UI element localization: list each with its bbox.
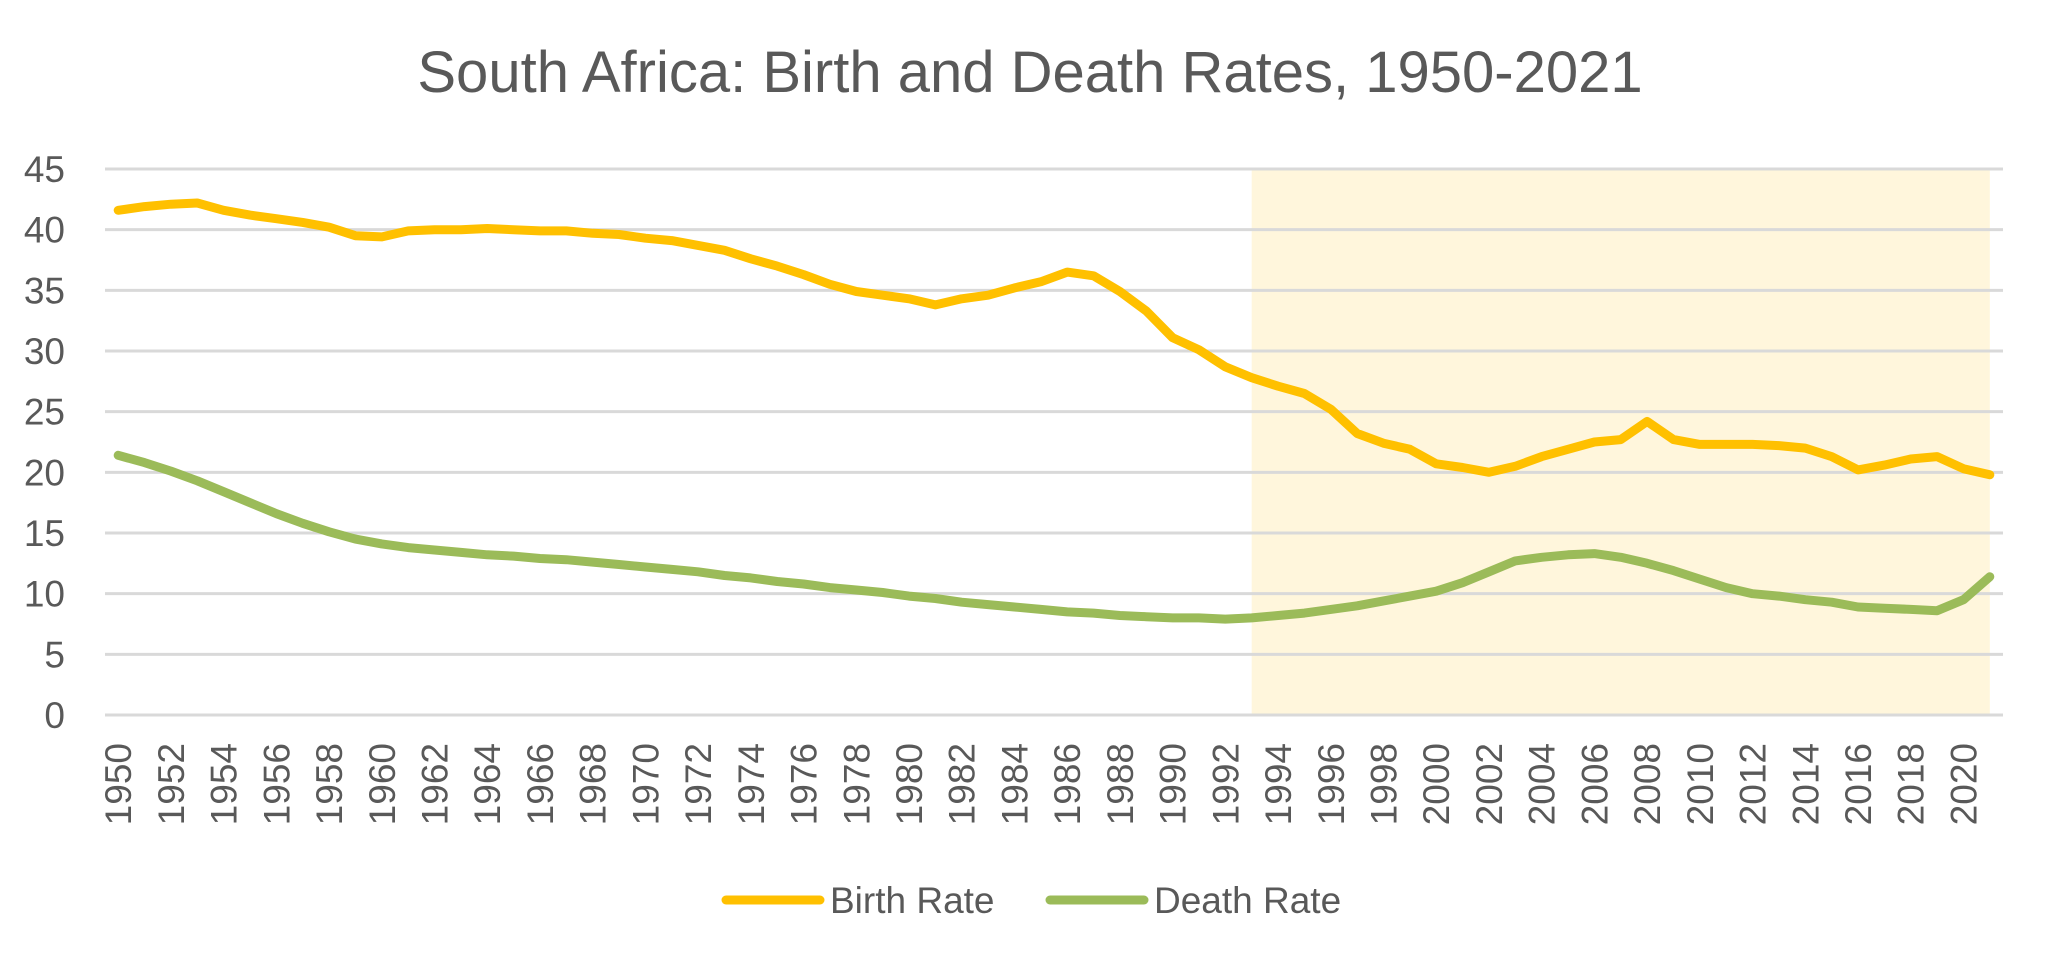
x-tick-label: 1970: [625, 743, 666, 825]
y-tick-label: 15: [24, 513, 65, 554]
x-tick-label: 1976: [784, 743, 825, 825]
x-tick-label: 1956: [256, 743, 297, 825]
x-tick-label: 1954: [204, 743, 245, 825]
x-axis: 1950 1952 1954 1956 1958 1960 1962 1964 1966 1968…: [98, 743, 1984, 825]
x-tick-label: 2018: [1891, 743, 1932, 825]
x-tick-label: 2008: [1627, 743, 1668, 825]
y-tick-label: 30: [24, 331, 65, 372]
legend: Birth Rate Death Rate: [721, 880, 1341, 921]
x-tick-label: 1950: [98, 743, 139, 825]
x-tick-label: 1960: [362, 743, 403, 825]
x-tick-label: 2006: [1574, 743, 1615, 825]
x-tick-label: 2012: [1733, 743, 1774, 825]
x-tick-label: 1972: [678, 743, 719, 825]
x-tick-label: 2010: [1680, 743, 1721, 825]
y-tick-label: 20: [24, 452, 65, 493]
y-tick-label: 45: [24, 149, 65, 190]
x-tick-label: 2000: [1416, 743, 1457, 825]
y-tick-label: 40: [24, 210, 65, 251]
y-tick-label: 5: [44, 634, 65, 675]
x-tick-label: 1966: [520, 743, 561, 825]
series-lines: [113, 198, 1995, 624]
x-tick-label: 1952: [151, 743, 192, 825]
x-tick-label: 1974: [731, 743, 772, 825]
x-tick-label: 1986: [1047, 743, 1088, 825]
x-tick-label: 1984: [994, 743, 1035, 825]
y-tick-label: 25: [24, 392, 65, 433]
series-line-death-rate: [113, 450, 1995, 624]
legend-label: Death Rate: [1154, 880, 1341, 921]
x-tick-label: 1978: [836, 743, 877, 825]
x-tick-label: 1958: [309, 743, 350, 825]
y-tick-label: 10: [24, 574, 65, 615]
x-tick-label: 1996: [1311, 743, 1352, 825]
x-tick-label: 2004: [1522, 743, 1563, 825]
x-tick-label: 1968: [573, 743, 614, 825]
x-tick-label: 1982: [942, 743, 983, 825]
y-tick-label: 35: [24, 270, 65, 311]
x-tick-label: 2014: [1785, 743, 1826, 825]
legend-label: Birth Rate: [830, 880, 995, 921]
x-tick-label: 1994: [1258, 743, 1299, 825]
y-axis: 0 5 10 15 20 25 30 35 40 45: [24, 149, 65, 736]
x-tick-label: 1998: [1364, 743, 1405, 825]
x-tick-label: 1980: [889, 743, 930, 825]
y-tick-label: 0: [44, 695, 65, 736]
x-tick-label: 1988: [1100, 743, 1141, 825]
series-line-birth-rate: [113, 198, 1995, 480]
x-tick-label: 1992: [1205, 743, 1246, 825]
x-tick-label: 1962: [415, 743, 456, 825]
chart-title: South Africa: Birth and Death Rates, 195…: [417, 40, 1642, 105]
x-tick-label: 1964: [467, 743, 508, 825]
x-tick-label: 2020: [1943, 743, 1984, 825]
x-tick-label: 1990: [1153, 743, 1194, 825]
x-tick-label: 2016: [1838, 743, 1879, 825]
x-tick-label: 2002: [1469, 743, 1510, 825]
